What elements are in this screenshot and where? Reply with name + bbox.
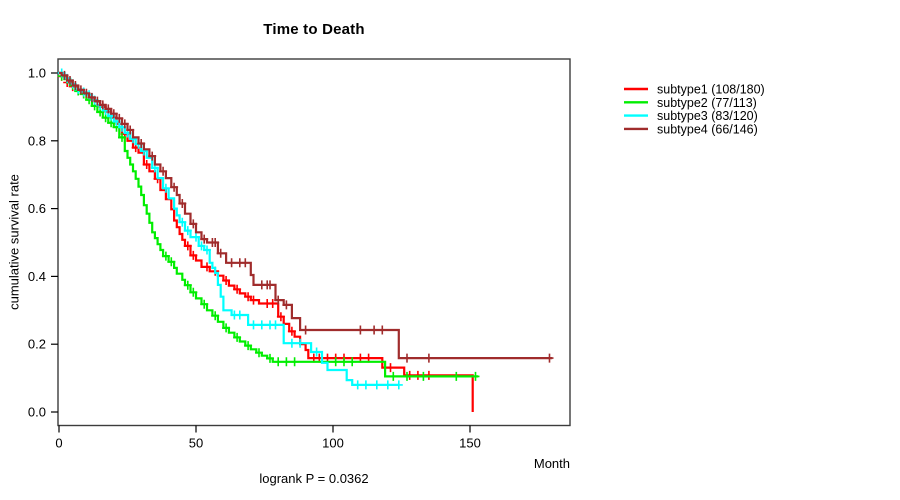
y-tick-label: 0.0 [28, 405, 46, 420]
survival-curve-subtype3 [59, 71, 399, 386]
censor-marks-subtype3 [57, 68, 403, 390]
page-title: Time to Death [263, 21, 365, 38]
plot-box [57, 58, 571, 427]
x-tick-label: 150 [459, 436, 481, 451]
legend-label-subtype1: subtype1 (108/180) [657, 83, 765, 97]
x-axis-title: Month [533, 456, 570, 471]
y-tick-label: 0.4 [28, 269, 46, 284]
y-tick-label: 1.0 [28, 66, 46, 81]
logrank-p-value: logrank P = 0.0362 [259, 471, 369, 486]
legend-label-subtype2: subtype2 (77/113) [657, 96, 757, 110]
x-tick-label: 0 [55, 436, 62, 451]
survival-curve-subtype4 [59, 71, 553, 360]
y-tick-label: 0.2 [28, 337, 46, 352]
y-tick-label: 0.8 [28, 133, 46, 148]
censor-marks-subtype4 [60, 70, 554, 363]
x-tick-label: 50 [189, 436, 203, 451]
x-tick-label: 100 [322, 436, 344, 451]
y-tick-label: 0.6 [28, 201, 46, 216]
legend-label-subtype3: subtype3 (83/120) [657, 109, 758, 123]
legend-label-subtype4: subtype4 (66/146) [657, 122, 758, 136]
